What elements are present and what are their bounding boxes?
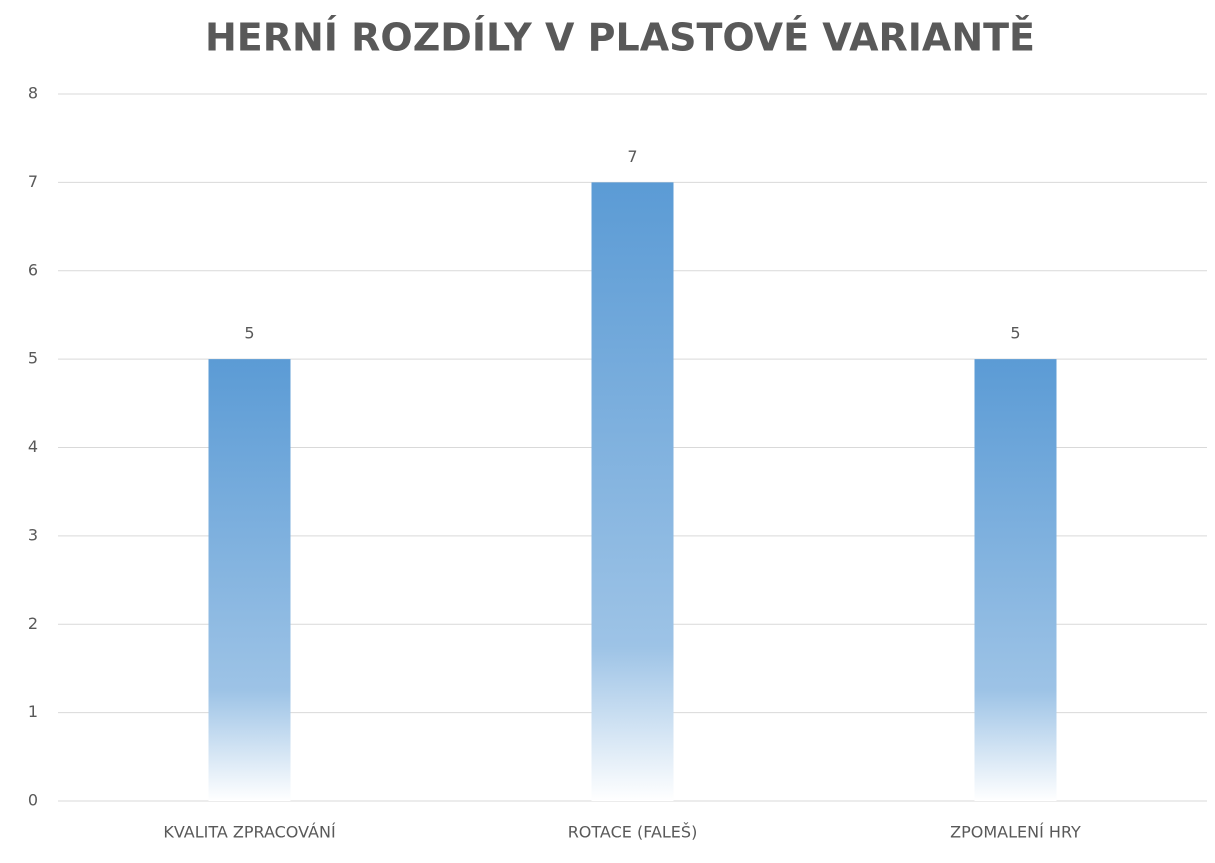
- data-label: 5: [244, 324, 254, 343]
- y-tick-label: 5: [28, 349, 38, 368]
- y-tick-label: 6: [28, 260, 38, 279]
- x-tick-label: ROTACE (FALEŠ): [568, 823, 698, 842]
- x-tick-label: KVALITA ZPRACOVÁNÍ: [163, 823, 336, 842]
- y-tick-label: 1: [28, 702, 38, 721]
- y-tick-label: 3: [28, 525, 38, 544]
- x-tick-label: ZPOMALENÍ HRY: [950, 823, 1081, 842]
- chart-title: HERNÍ ROZDÍLY V PLASTOVÉ VARIANTĚ: [205, 16, 1035, 60]
- y-tick-label: 0: [28, 791, 38, 810]
- y-tick-label: 4: [28, 437, 38, 456]
- y-tick-label: 2: [28, 614, 38, 633]
- data-label: 5: [1010, 324, 1020, 343]
- data-label: 7: [627, 147, 637, 166]
- bar: [208, 359, 291, 801]
- y-tick-label: 8: [28, 84, 38, 103]
- bar: [591, 182, 674, 801]
- y-tick-label: 7: [28, 172, 38, 191]
- bar: [974, 359, 1057, 801]
